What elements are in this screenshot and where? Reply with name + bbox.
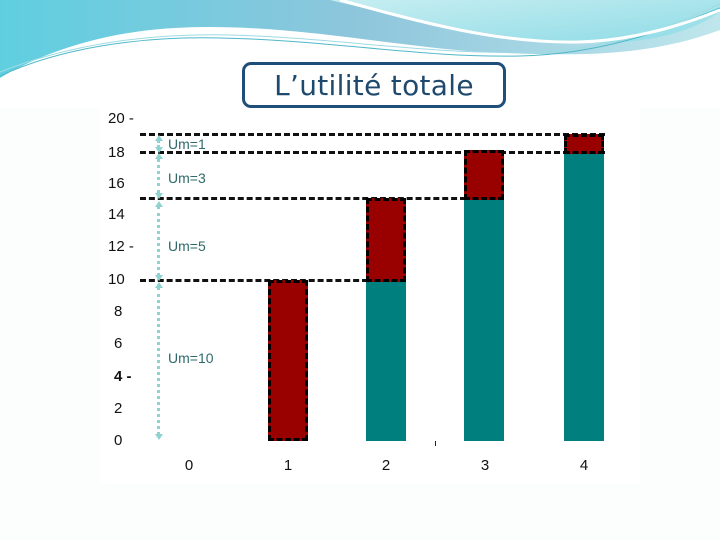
arrow-up-icon xyxy=(155,282,163,288)
arrow-down-icon xyxy=(155,434,163,440)
y-tick-18: 18 xyxy=(108,144,125,161)
y-tick-20: 20 - xyxy=(108,110,134,127)
header-wave-decoration xyxy=(0,0,720,78)
um3-arrow xyxy=(157,158,160,194)
arrow-down-icon xyxy=(155,275,163,281)
y-tick-14: 14 xyxy=(108,206,125,223)
bar-4-marginal xyxy=(564,134,604,154)
y-tick-10: 10 xyxy=(108,271,125,288)
reference-line-19 xyxy=(140,133,605,136)
bar-2-base xyxy=(366,280,406,441)
y-tick-2: 2 xyxy=(114,400,123,417)
um3-label: Um=3 xyxy=(168,170,206,186)
bar-4-base xyxy=(564,152,604,441)
x-tick-3: 3 xyxy=(480,457,490,474)
arrow-down-icon xyxy=(155,147,163,153)
bar-1-marginal xyxy=(268,280,308,441)
um1-label: Um=1 xyxy=(168,136,206,152)
bar-2-marginal xyxy=(366,198,406,282)
arrow-up-icon xyxy=(155,201,163,207)
x-tick-2: 2 xyxy=(381,457,391,474)
arrow-down-icon xyxy=(155,193,163,199)
x-tick-4: 4 xyxy=(579,457,589,474)
reference-line-10 xyxy=(140,279,368,282)
x-tick-1: 1 xyxy=(283,457,293,474)
y-tick-8: 8 xyxy=(114,303,123,320)
um1-arrow xyxy=(157,140,160,148)
reference-line-15 xyxy=(140,197,466,200)
slide-title: L’utilité totale xyxy=(274,68,474,102)
y-tick-6: 6 xyxy=(114,335,123,352)
axis-tick-mark xyxy=(435,441,436,446)
x-tick-0: 0 xyxy=(184,457,194,474)
arrow-up-icon xyxy=(155,135,163,141)
y-tick-12: 12 - xyxy=(108,238,134,255)
bar-3-base xyxy=(464,198,504,441)
y-tick-4: 4 - xyxy=(114,368,132,385)
um5-arrow xyxy=(157,206,160,276)
slide-title-box: L’utilité totale xyxy=(242,62,506,108)
um5-label: Um=5 xyxy=(168,238,206,254)
reference-line-18 xyxy=(140,151,605,154)
bar-3-marginal xyxy=(464,150,504,200)
um10-arrow xyxy=(157,287,160,435)
um10-label: Um=10 xyxy=(168,350,214,366)
y-tick-16: 16 xyxy=(108,175,125,192)
y-tick-0: 0 xyxy=(114,432,123,449)
arrow-up-icon xyxy=(155,153,163,159)
